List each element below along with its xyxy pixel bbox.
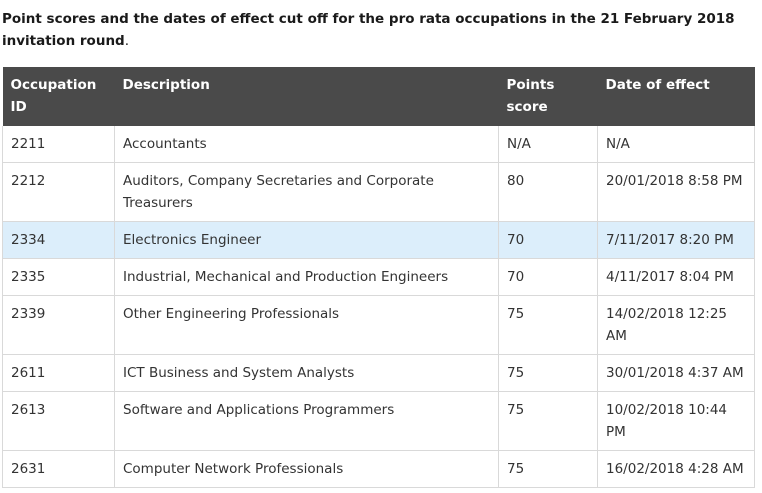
table-row: 2212 Auditors, Company Secretaries and C… — [2, 162, 755, 222]
table-row: 2339 Other Engineering Professionals 75 … — [2, 295, 755, 355]
cell-occupation-id: 2631 — [2, 450, 115, 488]
table-row: 2611 ICT Business and System Analysts 75… — [2, 354, 755, 392]
cell-date-of-effect: 10/02/2018 10:44 PM — [597, 391, 755, 451]
table-body: 2211 Accountants N/A N/A 2212 Auditors, … — [2, 126, 755, 488]
cell-description: Accountants — [114, 126, 499, 163]
cell-description: ICT Business and System Analysts — [114, 354, 499, 392]
cell-occupation-id: 2212 — [2, 162, 115, 222]
cell-description: Industrial, Mechanical and Production En… — [114, 258, 499, 296]
cell-description: Electronics Engineer — [114, 221, 499, 259]
table-header: Occupation ID Description Points score D… — [2, 67, 755, 126]
cell-points-score: 75 — [498, 450, 598, 488]
table-row: 2335 Industrial, Mechanical and Producti… — [2, 258, 755, 296]
cell-date-of-effect: 14/02/2018 12:25 AM — [597, 295, 755, 355]
header-date-of-effect: Date of effect — [597, 67, 755, 126]
caption-text: Point scores and the dates of effect cut… — [2, 11, 735, 49]
cell-date-of-effect: 4/11/2017 8:04 PM — [597, 258, 755, 296]
header-description: Description — [114, 67, 499, 126]
cell-points-score: 70 — [498, 258, 598, 296]
cell-points-score: 75 — [498, 391, 598, 451]
cell-description: Software and Applications Programmers — [114, 391, 499, 451]
cell-points-score: 75 — [498, 354, 598, 392]
cell-date-of-effect: 16/02/2018 4:28 AM — [597, 450, 755, 488]
header-occupation-id: Occupation ID — [2, 67, 115, 126]
cell-points-score: 70 — [498, 221, 598, 259]
cell-points-score: N/A — [498, 126, 598, 163]
pro-rata-occupations-table: Occupation ID Description Points score D… — [2, 67, 755, 488]
table-row: 2631 Computer Network Professionals 75 1… — [2, 450, 755, 488]
cell-points-score: 80 — [498, 162, 598, 222]
cell-occupation-id: 2339 — [2, 295, 115, 355]
cell-date-of-effect: 30/01/2018 4:37 AM — [597, 354, 755, 392]
cell-date-of-effect: 20/01/2018 8:58 PM — [597, 162, 755, 222]
cell-description: Computer Network Professionals — [114, 450, 499, 488]
cell-date-of-effect: 7/11/2017 8:20 PM — [597, 221, 755, 259]
header-points-score: Points score — [498, 67, 598, 126]
caption-end: . — [124, 33, 130, 49]
cell-points-score: 75 — [498, 295, 598, 355]
cell-description: Other Engineering Professionals — [114, 295, 499, 355]
cell-occupation-id: 2335 — [2, 258, 115, 296]
table-row: 2211 Accountants N/A N/A — [2, 126, 755, 163]
table-row: 2613 Software and Applications Programme… — [2, 391, 755, 451]
header-row: Occupation ID Description Points score D… — [2, 67, 755, 126]
table-caption: Point scores and the dates of effect cut… — [2, 8, 754, 52]
cell-occupation-id: 2613 — [2, 391, 115, 451]
cell-date-of-effect: N/A — [597, 126, 755, 163]
cell-occupation-id: 2611 — [2, 354, 115, 392]
cell-description: Auditors, Company Secretaries and Corpor… — [114, 162, 499, 222]
table-row-highlighted: 2334 Electronics Engineer 70 7/11/2017 8… — [2, 221, 755, 259]
cell-occupation-id: 2334 — [2, 221, 115, 259]
cell-occupation-id: 2211 — [2, 126, 115, 163]
